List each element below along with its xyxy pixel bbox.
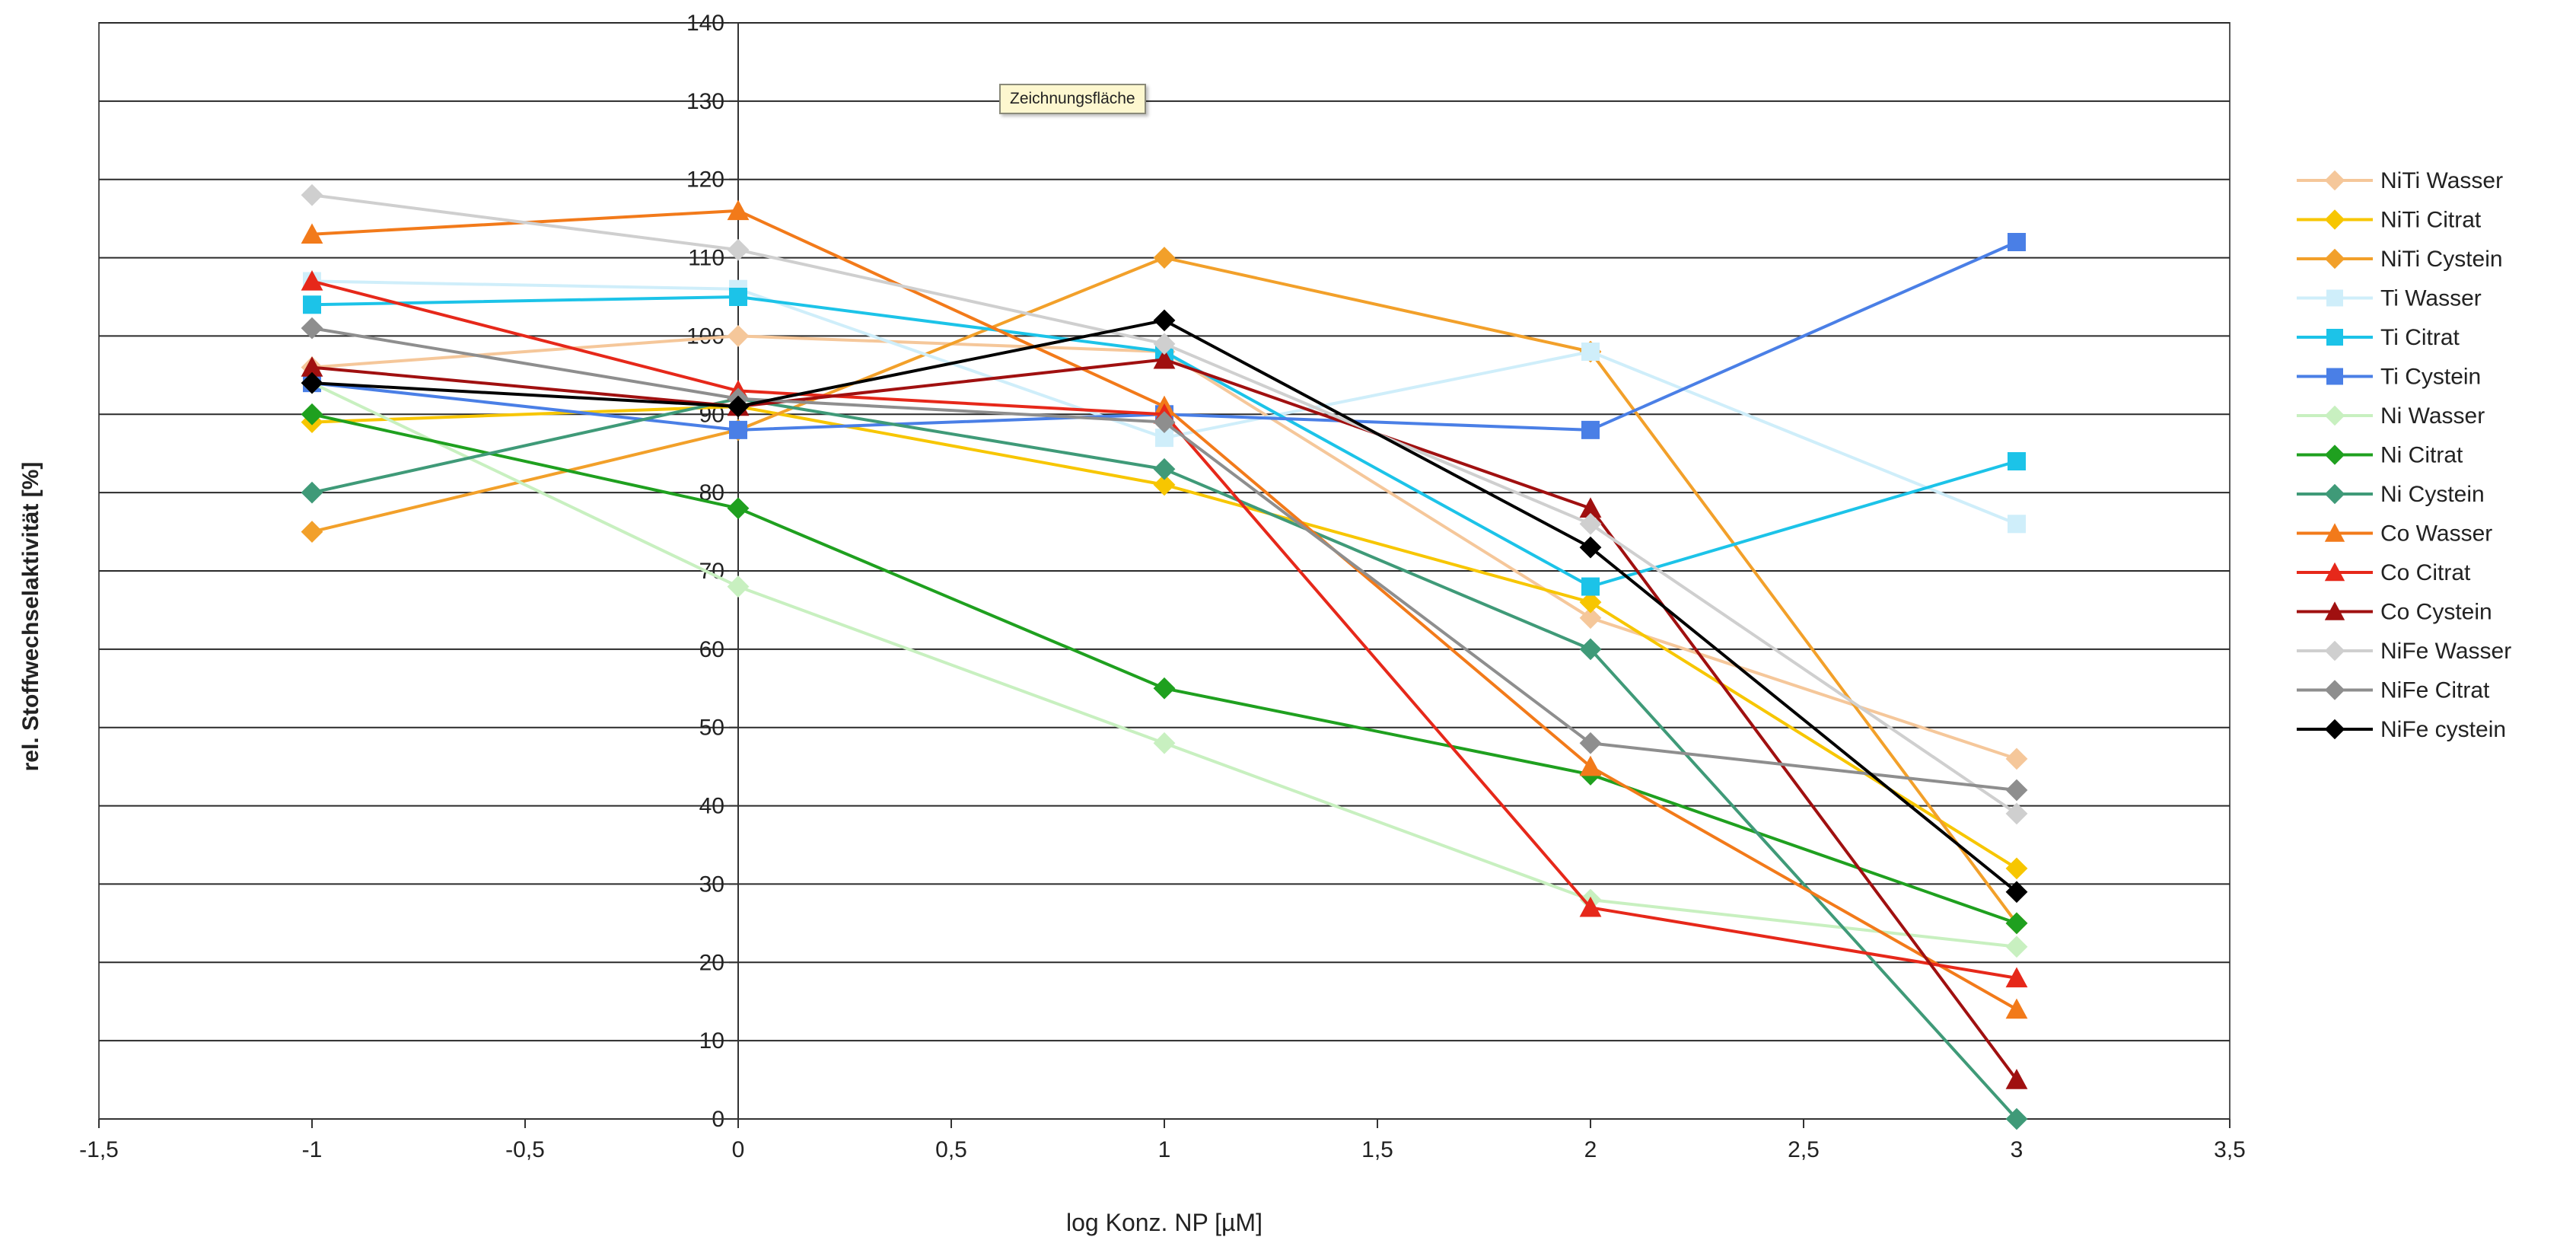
data-point (2008, 452, 2026, 470)
legend-marker (2325, 641, 2345, 661)
data-point (2008, 233, 2026, 251)
legend-item: Co Wasser (2297, 521, 2492, 547)
legend-label: NiFe Wasser (2380, 639, 2511, 664)
legend-label: NiFe cystein (2380, 717, 2506, 742)
y-tick-label: 50 (699, 716, 724, 741)
legend-marker (2325, 209, 2345, 229)
data-point (303, 295, 321, 314)
legend-label: Co Citrat (2380, 560, 2471, 585)
legend-label: NiTi Wasser (2380, 168, 2503, 193)
legend-label: Ti Cystein (2380, 365, 2481, 390)
legend-marker (2325, 680, 2345, 700)
y-tick-label: 110 (688, 246, 724, 271)
legend-item: Ni Citrat (2297, 443, 2463, 468)
legend-marker (2325, 171, 2345, 190)
y-tick-label: 120 (686, 167, 724, 193)
legend-label: Ni Wasser (2380, 403, 2485, 429)
legend-label: NiFe Citrat (2380, 678, 2490, 703)
legend-item: NiTi Citrat (2297, 208, 2482, 233)
legend-item: Ti Cystein (2297, 365, 2481, 390)
legend-label: Ni Cystein (2380, 482, 2485, 507)
legend-label: Ni Citrat (2380, 443, 2463, 468)
legend-item: NiTi Cystein (2297, 247, 2503, 272)
legend-item: NiFe Wasser (2297, 639, 2511, 664)
y-tick-label: 40 (699, 794, 724, 819)
legend-item: Ti Wasser (2297, 286, 2482, 311)
data-point (2008, 515, 2026, 533)
x-tick-label: 3,5 (2214, 1137, 2246, 1162)
data-point (1581, 343, 1600, 361)
legend-marker (2325, 484, 2345, 504)
x-tick-label: 0,5 (935, 1137, 967, 1162)
legend-marker (2326, 368, 2343, 385)
data-point (729, 288, 747, 306)
y-axis-label: rel. Stoffwechselaktivität [%] (18, 462, 43, 772)
data-point (1581, 421, 1600, 439)
x-tick-label: 2,5 (1788, 1137, 1820, 1162)
x-tick-label: 0 (732, 1137, 745, 1162)
y-tick-label: 20 (699, 950, 724, 975)
legend-item: NiFe cystein (2297, 717, 2506, 742)
legend-marker (2325, 719, 2345, 739)
x-tick-label: -1,5 (79, 1137, 119, 1162)
data-point (729, 421, 747, 439)
tooltip-label: Zeichnungsfläche (1010, 90, 1135, 107)
legend-marker (2325, 445, 2345, 464)
y-tick-label: 60 (699, 637, 724, 662)
legend-label: Co Cystein (2380, 600, 2492, 625)
legend-item: NiFe Citrat (2297, 678, 2490, 703)
data-point (1581, 578, 1600, 596)
legend-item: Co Cystein (2297, 600, 2492, 625)
legend-item: Ni Wasser (2297, 403, 2485, 429)
x-tick-label: 1,5 (1361, 1137, 1393, 1162)
legend-marker (2326, 290, 2343, 307)
x-tick-label: 3 (2011, 1137, 2024, 1162)
legend: NiTi Wasser NiTi Citrat NiTi Cystein Ti Was… (2297, 168, 2511, 742)
legend-marker (2325, 249, 2345, 269)
legend-item: NiTi Wasser (2297, 168, 2503, 193)
legend-marker (2326, 329, 2343, 346)
legend-label: Ti Wasser (2380, 286, 2482, 311)
legend-item: Ni Cystein (2297, 482, 2485, 507)
legend-label: Ti Citrat (2380, 325, 2460, 350)
legend-marker (2325, 406, 2345, 426)
legend-label: NiTi Cystein (2380, 247, 2503, 272)
x-tick-label: 1 (1158, 1137, 1171, 1162)
y-tick-label: 30 (699, 872, 724, 897)
tooltip-plot-area: Zeichnungsfläche (999, 84, 1146, 114)
y-tick-label: 130 (686, 89, 724, 114)
y-tick-label: 10 (699, 1028, 724, 1054)
x-axis-label: log Konz. NP [µM] (1066, 1209, 1263, 1236)
legend-item: Ti Citrat (2297, 325, 2460, 350)
x-tick-label: 2 (1584, 1137, 1597, 1162)
legend-label: NiTi Citrat (2380, 208, 2482, 233)
x-tick-label: -0,5 (505, 1137, 545, 1162)
legend-label: Co Wasser (2380, 521, 2492, 547)
y-tick-label: 140 (686, 11, 724, 36)
legend-item: Co Citrat (2297, 560, 2471, 585)
x-tick-label: -1 (302, 1137, 323, 1162)
